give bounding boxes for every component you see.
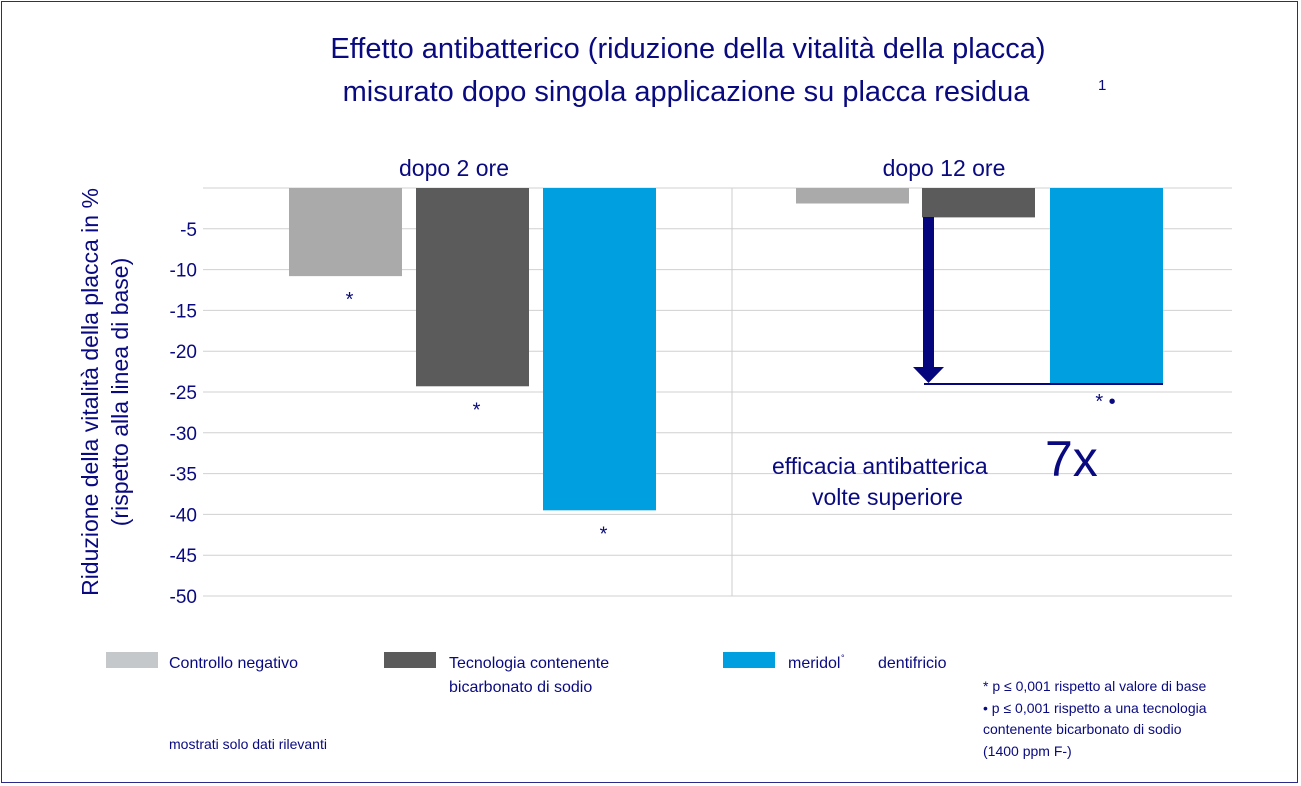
footnote-1: * p ≤ 0,001 rispetto al valore di base (983, 678, 1206, 694)
legend-label-dentifricio: dentifricio (878, 655, 947, 672)
category-label-12h: dopo 12 ore (883, 155, 1006, 181)
y-tick-label: -15 (170, 301, 197, 322)
legend-swatch-meridol (723, 652, 775, 668)
difference-arrow (913, 217, 1163, 385)
legend-label-control: Controllo negativo (169, 655, 298, 672)
footnote-2: • p ≤ 0,001 rispetto a una tecnologia (983, 700, 1207, 716)
legend-registered-mark: ° (841, 653, 845, 663)
y-axis-label-line2: (rispetto alla linea di base) (107, 258, 133, 526)
chart-title-line2: misurato dopo singola applicazione su pl… (343, 76, 1031, 108)
bar (796, 188, 909, 204)
annotation-7x: 7x (1045, 431, 1098, 487)
y-tick-label: -5 (180, 220, 197, 241)
category-label-2h: dopo 2 ore (399, 155, 509, 181)
y-tick-label: -50 (170, 587, 197, 608)
title-superscript: 1 (1098, 77, 1106, 94)
legend-label-bicarbonate-2: bicarbonato di sodio (449, 679, 592, 696)
significance-marker: * (473, 399, 481, 421)
legend-swatch-bicarbonate (384, 652, 436, 668)
data-note: mostrati solo dati rilevanti (169, 736, 327, 752)
chart-title-line1: Effetto antibatterico (riduzione della v… (330, 33, 1045, 65)
y-tick-label: -25 (170, 383, 197, 404)
y-tick-label: -20 (170, 342, 197, 363)
legend-swatch-control (106, 652, 158, 668)
y-tick-label: -10 (170, 261, 197, 282)
y-tick-label: -40 (170, 505, 197, 526)
bar (1050, 188, 1163, 384)
y-axis-label-line1: Riduzione della vitalità della placca in… (77, 188, 103, 596)
legend: Controllo negativo Tecnologia contenente… (106, 652, 947, 696)
bar (543, 188, 656, 511)
annotation-line2: volte superiore (812, 484, 963, 510)
legend-label-bicarbonate-1: Tecnologia contenente (449, 655, 609, 672)
bar (922, 188, 1035, 218)
significance-marker: * (346, 289, 354, 311)
footnote-4: (1400 ppm F-) (983, 743, 1072, 759)
significance-marker: * • (1095, 391, 1115, 413)
significance-marker: * (600, 523, 608, 545)
footnote-3: contenente bicarbonato di sodio (983, 721, 1182, 737)
y-tick-label: -35 (170, 465, 197, 486)
bar (416, 188, 529, 387)
bar (289, 188, 402, 277)
annotation-line1: efficacia antibatterica (772, 453, 988, 479)
y-tick-label: -45 (170, 546, 197, 567)
y-tick-label: -30 (170, 424, 197, 445)
legend-label-meridol: meridol (788, 655, 840, 672)
